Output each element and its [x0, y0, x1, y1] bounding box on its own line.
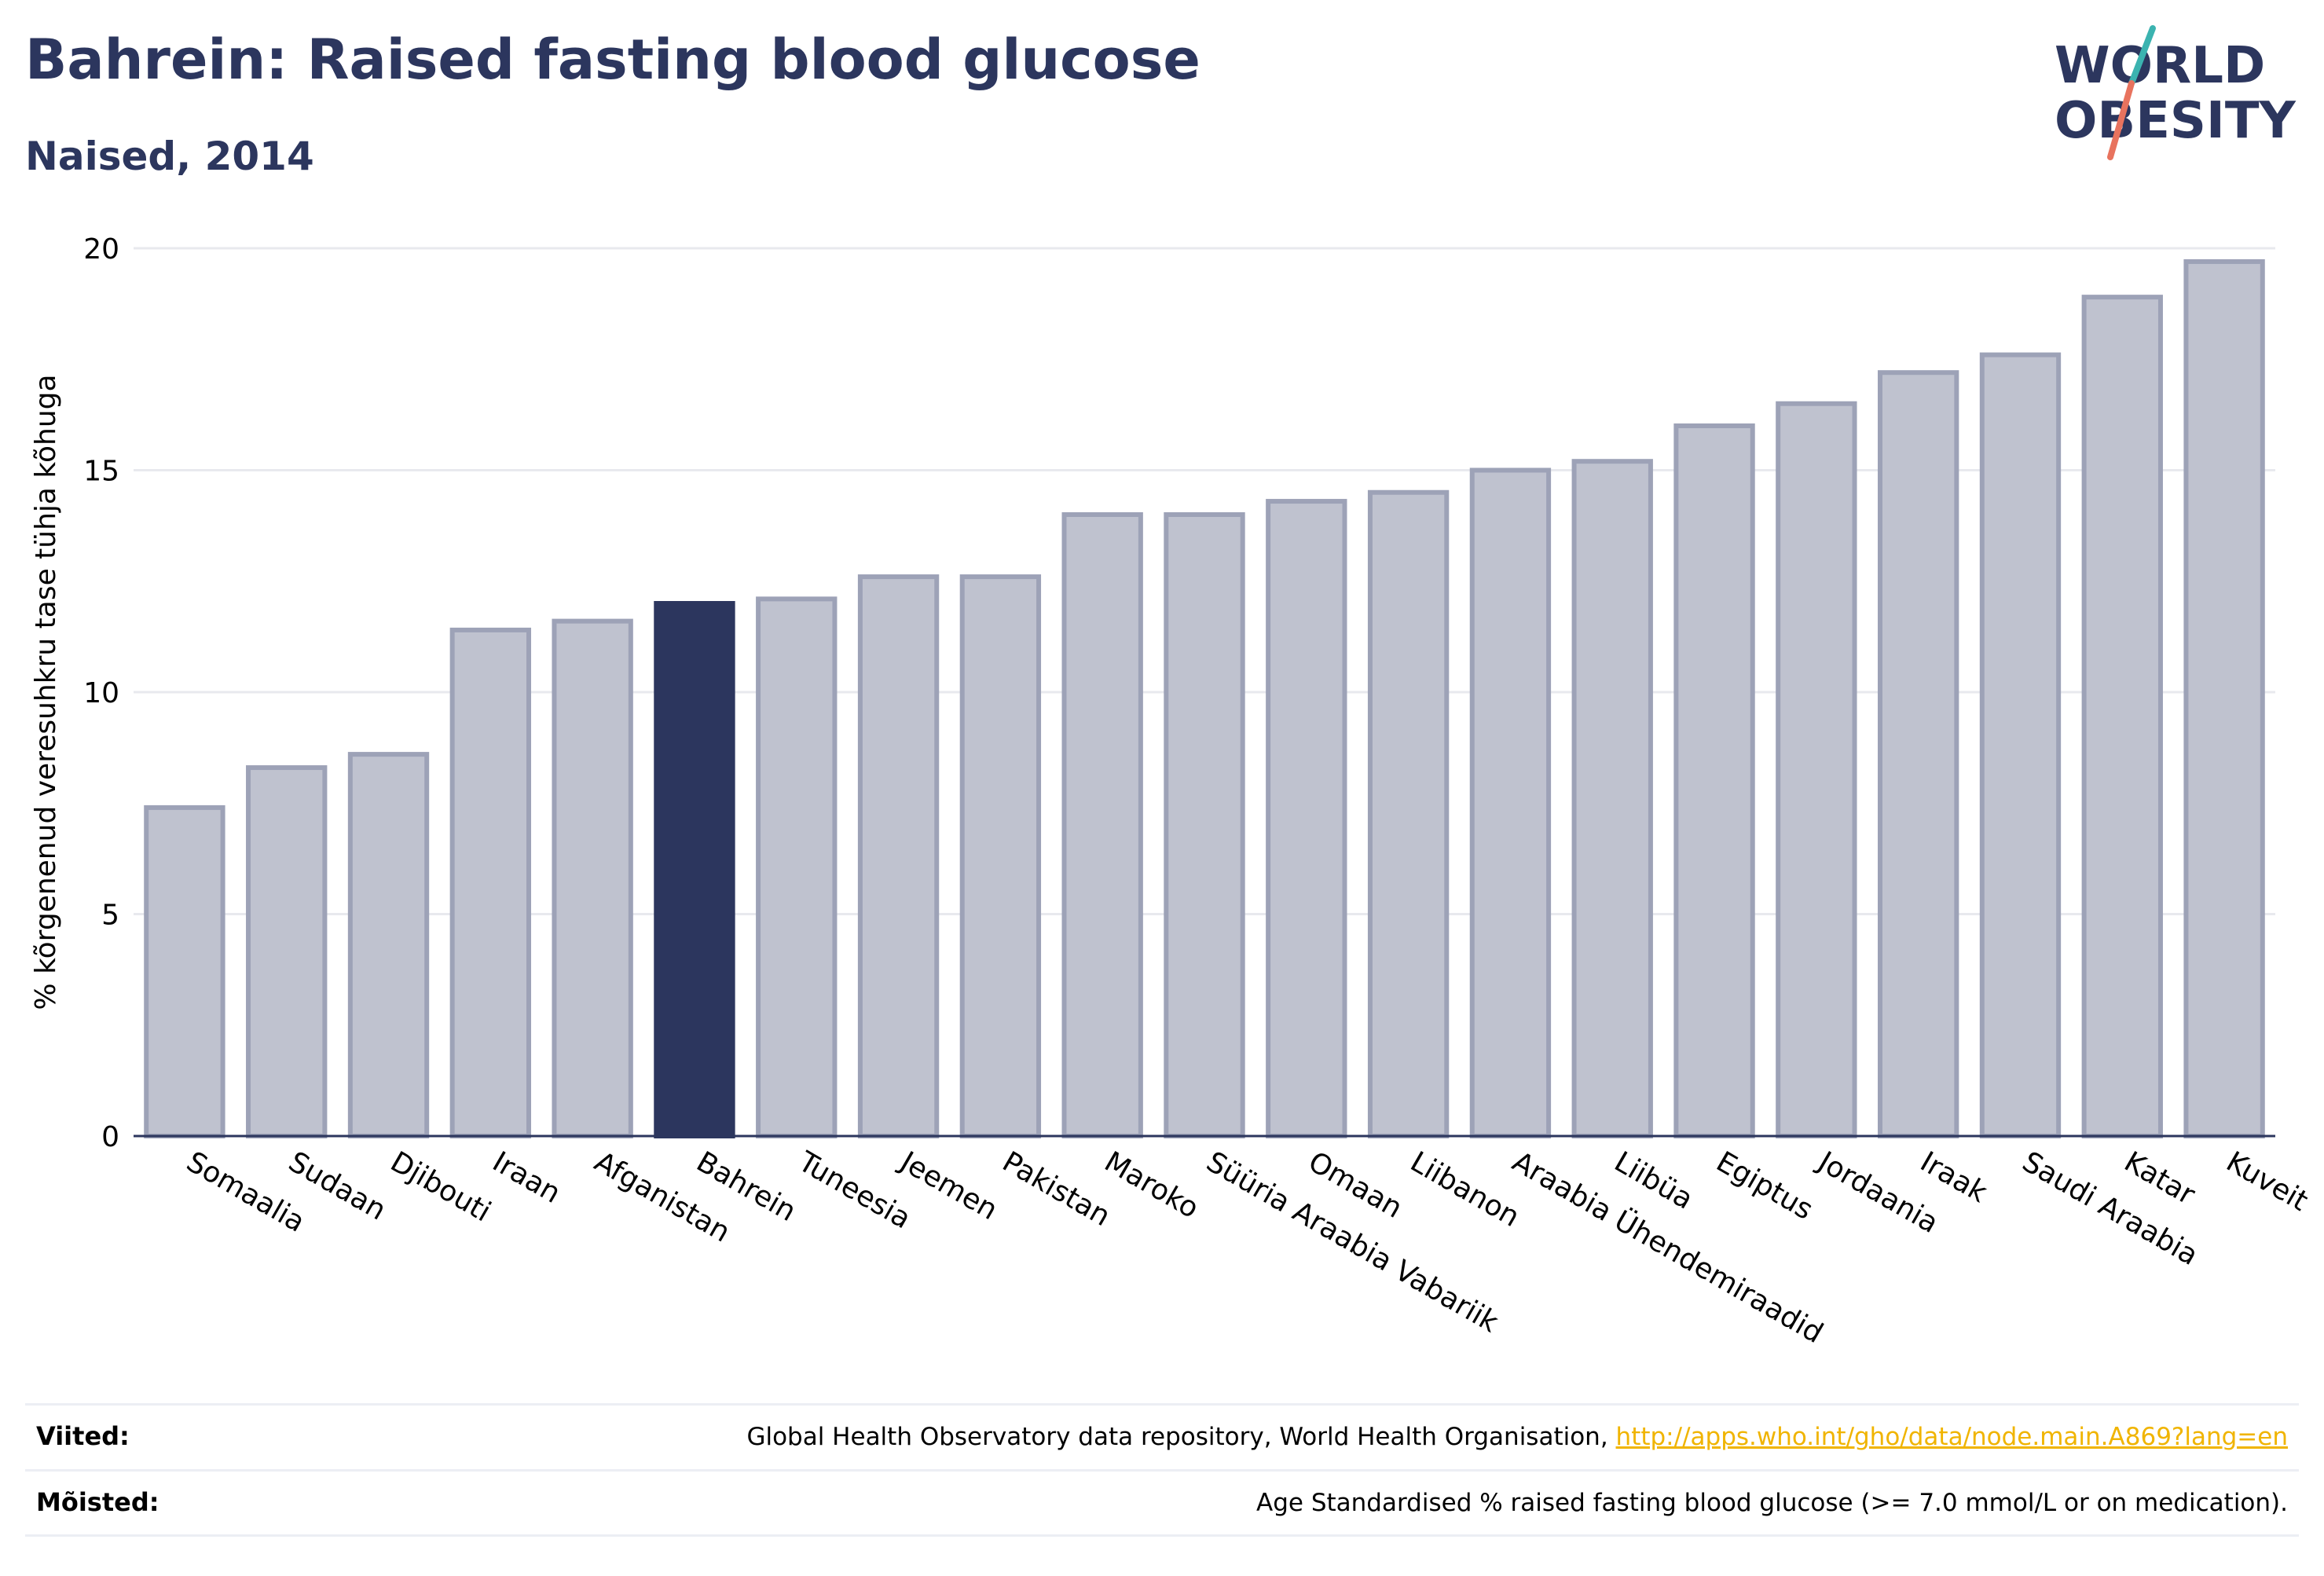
sources-description: Global Health Observatory data repositor…: [746, 1423, 1616, 1451]
bar: [1164, 512, 1245, 1138]
logo-line1: WORLD: [2055, 37, 2265, 95]
chart-subtitle: Naised, 2014: [25, 134, 314, 179]
x-tick-label: Egiptus: [1711, 1145, 1819, 1226]
definitions-label: Mõisted:: [36, 1487, 159, 1517]
x-tick-label: Maroko: [1099, 1145, 1204, 1225]
bar: [449, 627, 532, 1138]
bar: [1469, 467, 1552, 1138]
definitions-text: Age Standardised % raised fasting blood …: [1256, 1489, 2288, 1517]
bar: [1266, 499, 1347, 1138]
bar: [857, 574, 940, 1138]
y-tick-label: 10: [83, 677, 119, 709]
x-tick-label: Tuneesia: [792, 1145, 916, 1236]
bar: [2081, 295, 2163, 1138]
bar: [552, 618, 633, 1138]
bar: [347, 752, 430, 1138]
bar: [1571, 459, 1653, 1138]
x-tick-label: Iraak: [1915, 1145, 1992, 1209]
chart-title: Bahrein: Raised fasting blood glucose: [25, 27, 1200, 92]
bar-highlight: [654, 601, 735, 1138]
sources-label: Viited:: [36, 1421, 130, 1451]
bar: [1776, 401, 1857, 1138]
y-axis-label: % kõrgenenud veresuhkru tase tühja kõhug…: [30, 374, 62, 1010]
x-tick-label: Saudi Araabia: [2017, 1145, 2203, 1272]
world-obesity-logo: WORLD OBESITY: [2055, 25, 2296, 160]
y-tick-label: 5: [101, 900, 119, 932]
bar: [1877, 370, 1959, 1138]
logo-slash-coral: [2107, 80, 2135, 160]
x-tick-label: Kuveit: [2221, 1145, 2314, 1218]
y-tick-label: 20: [83, 233, 119, 266]
bar: [1367, 489, 1450, 1138]
y-tick-label: 0: [101, 1121, 119, 1153]
bar: [756, 596, 838, 1138]
bars: [144, 258, 2265, 1139]
x-tick-label: Iraan: [487, 1145, 566, 1210]
bar: [2183, 258, 2265, 1139]
bar: [1673, 423, 1755, 1138]
x-tick-label: Djibouti: [385, 1145, 496, 1228]
bar: [246, 765, 328, 1138]
y-tick-labels: 0 5 10 15 20: [83, 233, 119, 1153]
footer-definitions: Mõisted: Age Standardised % raised fasti…: [25, 1469, 2299, 1537]
bar: [1979, 352, 2062, 1139]
x-tick-label: Liibanon: [1405, 1145, 1525, 1233]
x-tick-label: Pakistan: [997, 1145, 1116, 1233]
bar: [1061, 512, 1143, 1138]
footer-sources: Viited: Global Health Observatory data r…: [25, 1403, 2299, 1468]
bar: [144, 804, 225, 1139]
logo-slash-teal: [2128, 25, 2156, 86]
logo-line2: OBESITY: [2055, 92, 2296, 150]
y-tick-label: 15: [83, 456, 119, 488]
bar: [959, 574, 1042, 1138]
sources-link[interactable]: http://apps.who.int/gho/data/node.main.A…: [1615, 1423, 2288, 1451]
sources-text: Global Health Observatory data repositor…: [746, 1423, 2288, 1451]
